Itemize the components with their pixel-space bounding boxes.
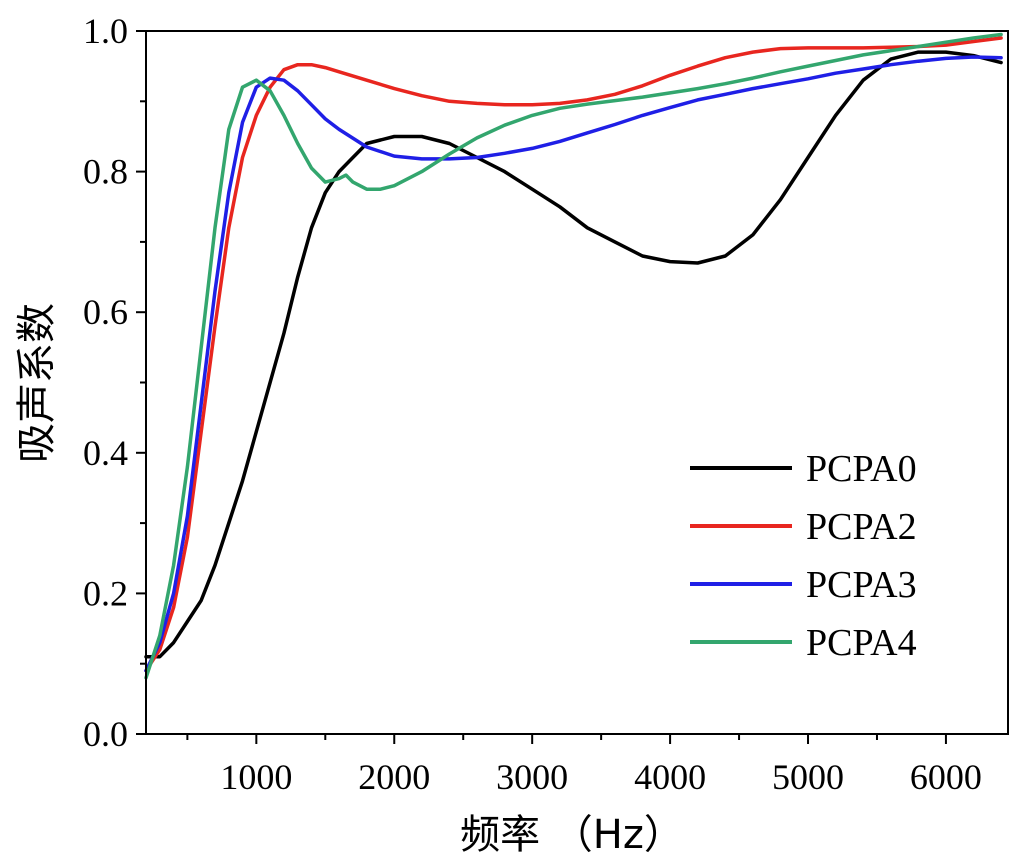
y-tick-label: 0.2 — [83, 573, 128, 613]
y-tick-label: 0.0 — [83, 714, 128, 754]
y-tick-label: 0.4 — [83, 433, 128, 473]
legend: PCPA0 PCPA2 PCPA3 PCPA4 — [690, 448, 917, 664]
series-line-pcpa2 — [144, 36, 1003, 673]
y-axis-title: 吸声系数 — [14, 303, 60, 463]
legend-label-pcpa3: PCPA3 — [806, 564, 917, 606]
x-tick-label: 5000 — [772, 757, 844, 797]
series-line-pcpa4 — [144, 32, 1003, 680]
x-tick-label: 2000 — [358, 757, 430, 797]
legend-label-pcpa0: PCPA0 — [806, 448, 917, 490]
legend-label-pcpa2: PCPA2 — [806, 506, 917, 548]
series-line-pcpa0 — [144, 50, 1003, 659]
plot-lines — [144, 32, 1003, 680]
x-tick-label: 3000 — [496, 757, 568, 797]
axis-ticks: 1000 2000 3000 4000 5000 6000 0.0 0.2 0.4 0.6 0.8 1… — [83, 11, 982, 797]
x-tick-label: 4000 — [634, 757, 706, 797]
y-tick-label: 0.8 — [83, 152, 128, 192]
series-line-pcpa3 — [144, 55, 1003, 673]
y-tick-label: 0.6 — [83, 292, 128, 332]
x-tick-label: 6000 — [910, 757, 982, 797]
legend-label-pcpa4: PCPA4 — [806, 622, 917, 664]
y-tick-label: 1.0 — [83, 11, 128, 51]
x-tick-label: 1000 — [220, 757, 292, 797]
x-axis-title: 频率 （Hz） — [460, 812, 684, 858]
